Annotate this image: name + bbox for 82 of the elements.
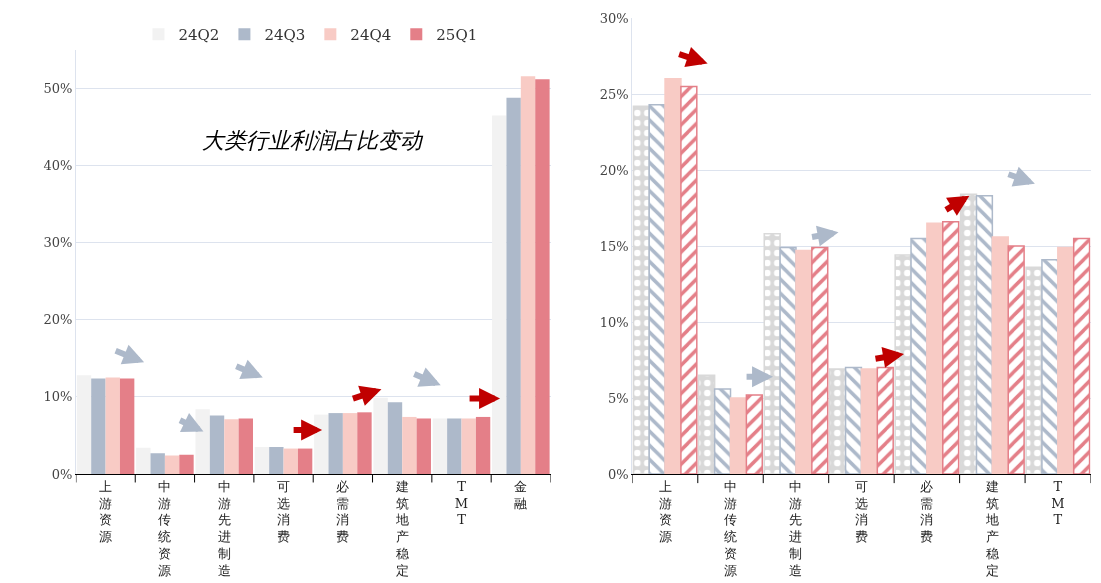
bar — [648, 103, 666, 474]
y-tick-label: 20% — [43, 312, 73, 328]
bar — [416, 418, 431, 474]
bar — [745, 394, 764, 474]
bar — [357, 412, 372, 474]
x-tick-label: TMT — [454, 478, 469, 528]
bar — [238, 418, 253, 474]
y-tick-label: 30% — [43, 235, 73, 251]
bar — [387, 402, 403, 474]
bar — [975, 195, 994, 474]
bar — [209, 415, 225, 474]
bar — [729, 397, 748, 474]
bar — [402, 416, 417, 474]
bar — [475, 416, 491, 474]
y-tick-label: 10% — [599, 314, 629, 330]
bar — [664, 78, 682, 474]
bar — [926, 222, 944, 474]
legend-label: 24Q2 — [178, 26, 220, 45]
bar — [150, 453, 165, 474]
x-tick-label: 必需消费 — [336, 478, 350, 545]
y-tick-label: 40% — [43, 158, 73, 174]
y-tick-label: 0% — [51, 466, 73, 482]
x-tick-label: 中游先进制造 — [789, 478, 803, 579]
bar — [76, 375, 92, 474]
bar — [520, 76, 536, 474]
bar — [224, 419, 239, 474]
bar — [860, 368, 879, 474]
legend-label: 24Q4 — [350, 26, 392, 45]
x-tick-label: 中游先进制造 — [217, 478, 231, 579]
bar — [269, 447, 284, 474]
bar — [105, 377, 120, 474]
bar — [179, 454, 194, 474]
bar — [1072, 237, 1091, 474]
y-tick-label: 10% — [43, 389, 73, 405]
bar — [910, 237, 928, 474]
x-tick-label: 中游传统资源 — [158, 478, 172, 579]
bar — [119, 378, 135, 474]
x-tick-label: 可选消费 — [854, 478, 868, 545]
bar — [461, 418, 476, 474]
bar — [297, 448, 313, 474]
bar — [844, 366, 863, 474]
x-tick-label: 上游资源 — [658, 478, 672, 545]
x-tick-label: 建筑地产稳定 — [394, 478, 409, 579]
x-tick-label: TMT — [1051, 478, 1065, 528]
bar — [1007, 245, 1025, 474]
y-tick-label: 0% — [608, 466, 629, 482]
y-tick-label: 25% — [599, 86, 629, 102]
legend-label: 24Q3 — [264, 26, 306, 45]
x-tick-label: 上游资源 — [99, 478, 113, 545]
bar — [942, 220, 960, 474]
bar — [1025, 266, 1043, 474]
y-tick-label: 50% — [43, 81, 73, 97]
bar — [680, 85, 698, 474]
x-tick-label: 中游传统资源 — [724, 478, 738, 579]
bar — [535, 79, 550, 474]
bar — [1057, 246, 1075, 474]
legend-label: 25Q1 — [436, 26, 478, 45]
bar — [506, 97, 521, 474]
y-tick-label: 30% — [599, 10, 629, 26]
x-tick-label: 可选消费 — [277, 478, 291, 545]
y-tick-label: 20% — [599, 162, 629, 178]
y-tick-label: 15% — [599, 238, 629, 254]
bar — [698, 374, 716, 474]
bar — [136, 447, 151, 474]
bar — [779, 246, 797, 474]
bar — [164, 455, 180, 474]
bar — [254, 447, 270, 474]
bar — [432, 418, 448, 474]
bar — [283, 448, 298, 474]
bar — [328, 413, 343, 474]
y-tick-label: 5% — [608, 390, 629, 406]
bar — [342, 413, 358, 474]
x-tick-label: 必需消费 — [920, 478, 934, 545]
bar — [795, 249, 813, 474]
x-tick-label: 建筑地产稳定 — [984, 478, 999, 579]
bar — [713, 388, 732, 474]
bar — [91, 378, 106, 474]
text: 大类行业利润占比变动 — [202, 128, 424, 153]
bar — [1041, 258, 1059, 474]
x-tick-label: 金融 — [514, 478, 528, 511]
bar — [828, 368, 847, 474]
bar — [447, 418, 462, 474]
